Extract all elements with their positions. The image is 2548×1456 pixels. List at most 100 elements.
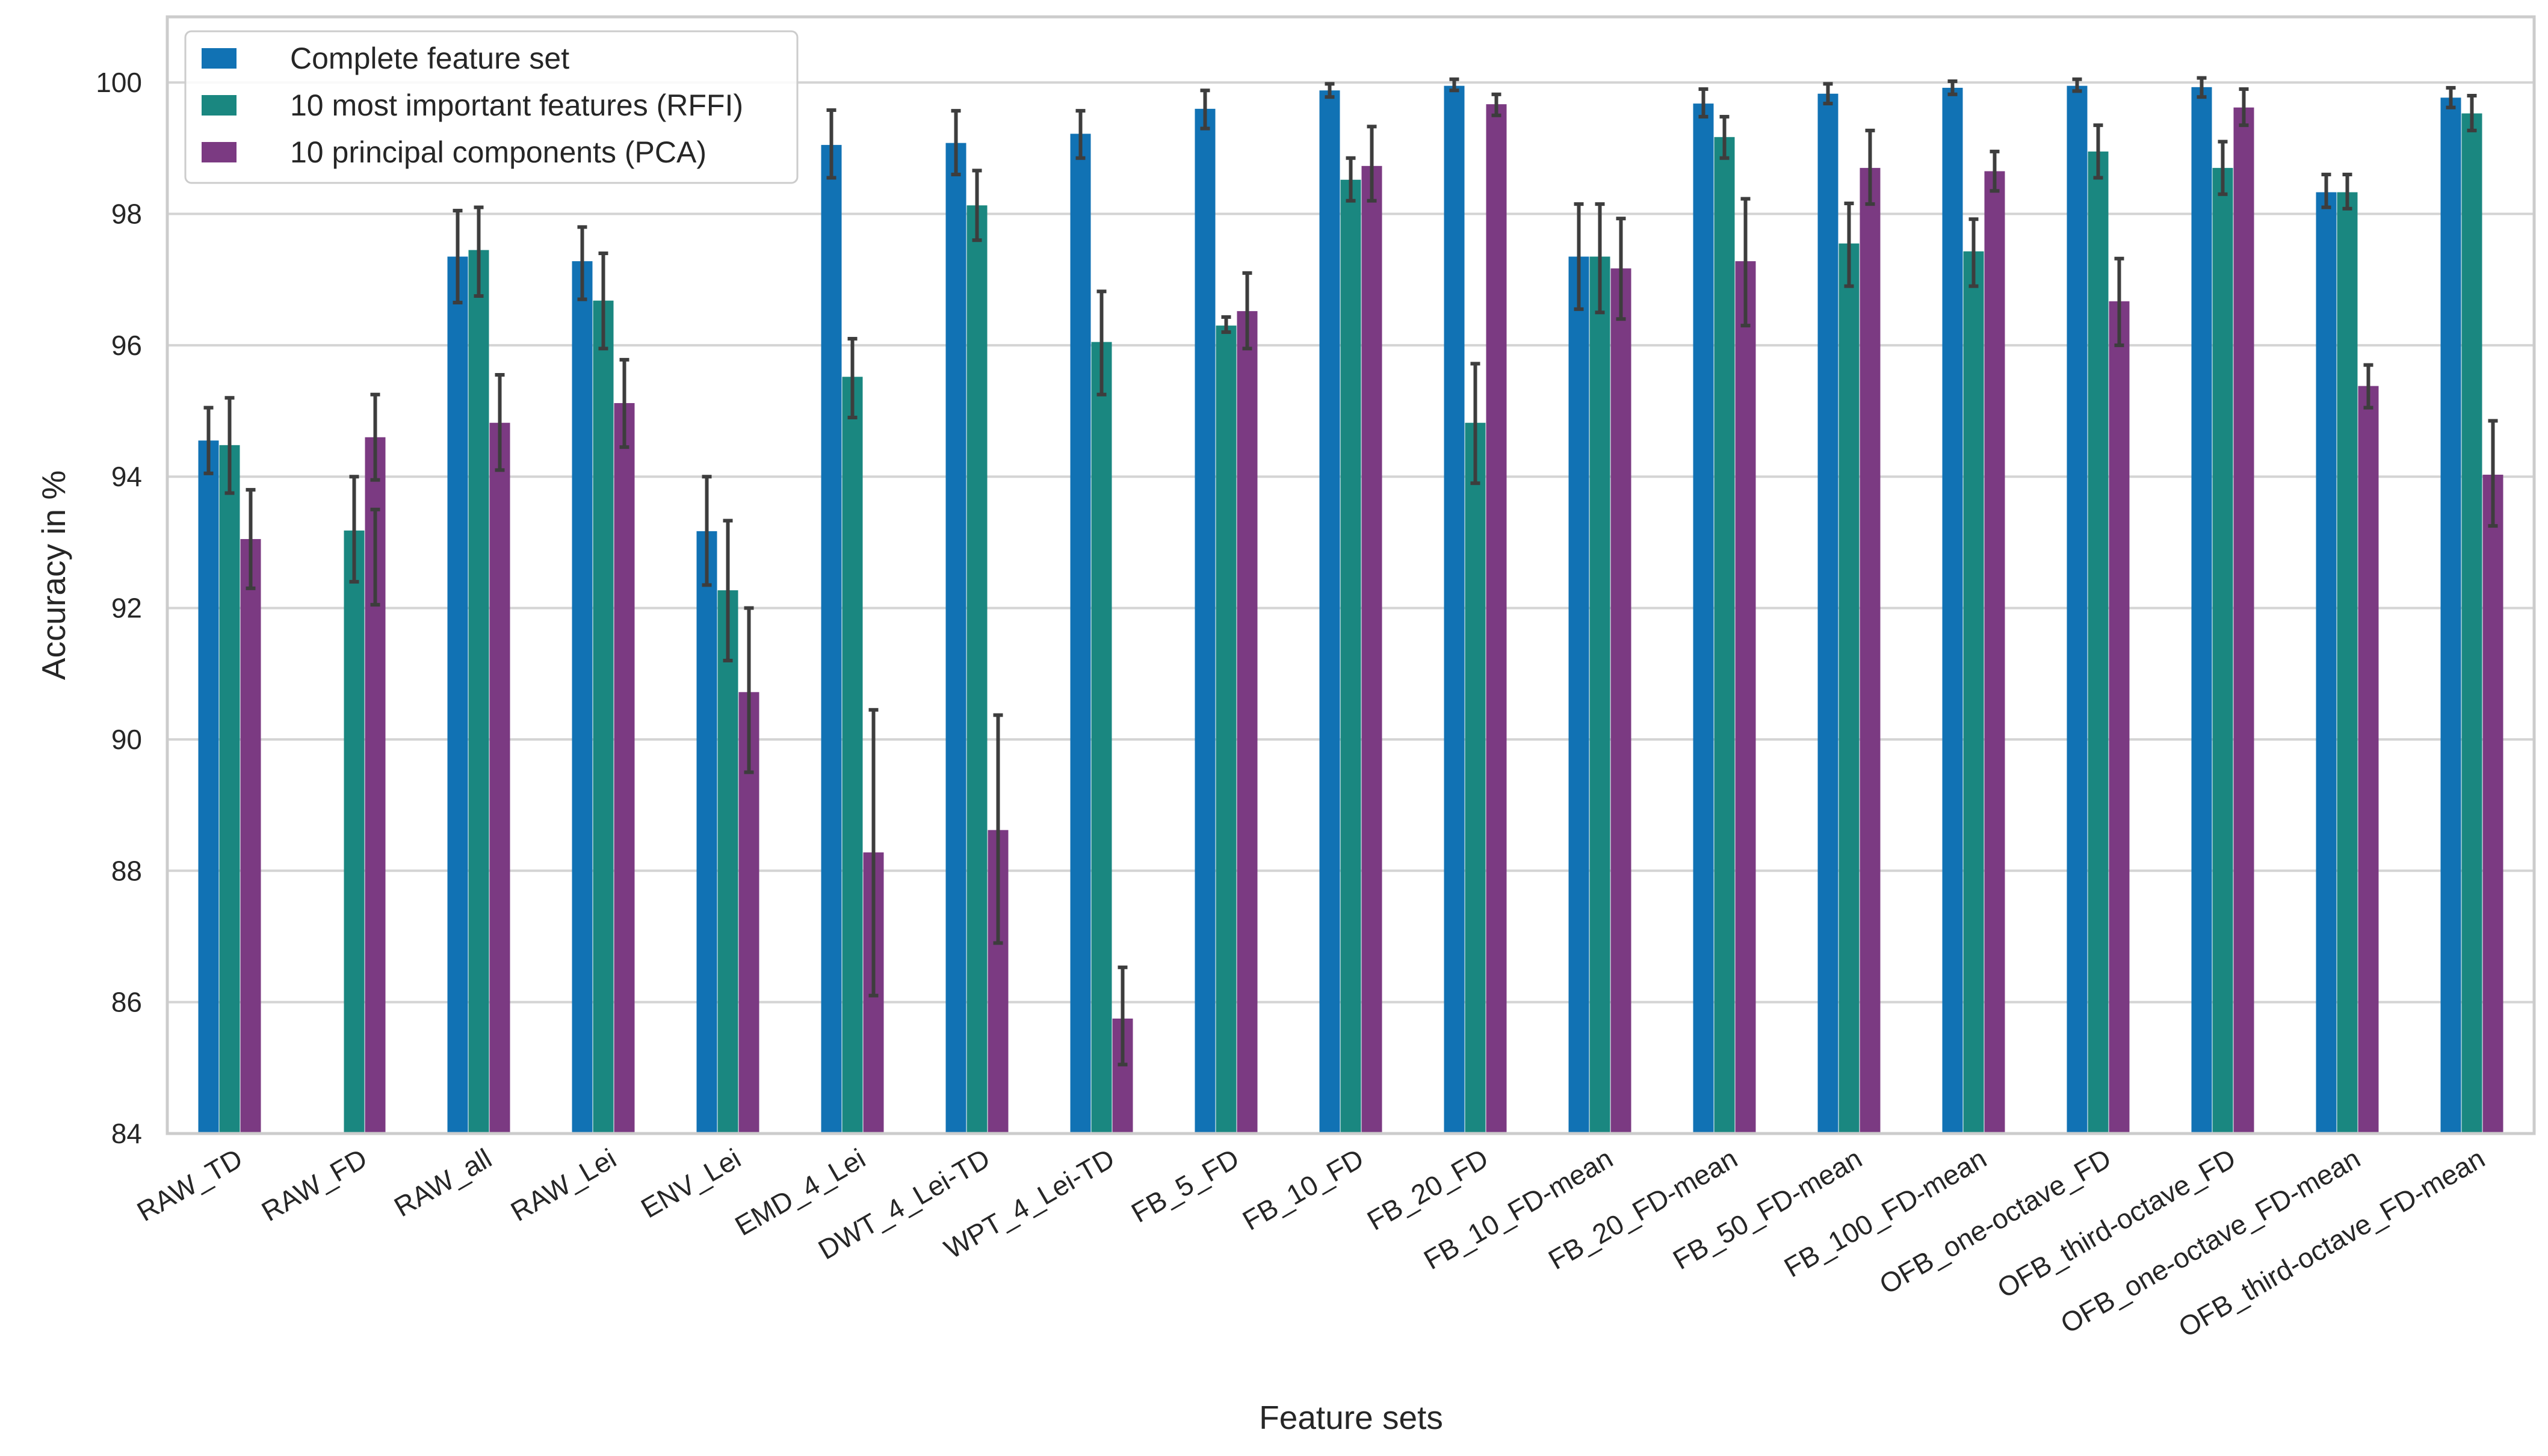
bar-s1-FB_20_FD — [1465, 422, 1486, 1134]
bar-s1-RAW_all — [468, 250, 489, 1134]
bar-s1-OFB_third-octave_FD — [2212, 168, 2233, 1134]
bar-s2-RAW_TD — [240, 538, 261, 1134]
errbar-s3-RAW_FD — [370, 392, 380, 482]
errbar-s2-FB_20_FD — [1491, 92, 1501, 117]
errbar-s2-OFB_third-octave_FD-mean — [2488, 419, 2498, 528]
errbar-s1-FB_20_FD-mean — [1719, 114, 1730, 160]
y-tick-label-96: 96 — [111, 330, 142, 361]
errbar-s2-OFB_third-octave_FD — [2239, 87, 2249, 128]
legend-label-rffi: 10 most important features (RFFI) — [290, 88, 743, 122]
bar-s1-FB_10_FD-mean — [1589, 256, 1610, 1134]
errbar-s1-OFB_one-octave_FD — [2093, 123, 2103, 180]
legend-swatch-pca — [202, 142, 237, 162]
errbar-s2-RAW_Lei — [619, 357, 629, 449]
errbar-s2-OFB_one-octave_FD — [2114, 256, 2124, 347]
bar-s2-RAW_Lei — [614, 403, 635, 1134]
errbar-s1-FB_20_FD — [1470, 362, 1480, 486]
bar-s0-OFB_third-octave_FD — [2191, 87, 2212, 1134]
bar-s0-RAW_TD — [198, 440, 219, 1134]
errbar-s0-FB_10_FD — [1325, 82, 1335, 99]
bar-s2-FB_50_FD-mean — [1860, 168, 1881, 1134]
errbar-s0-OFB_one-octave_FD-mean — [2321, 173, 2331, 209]
errbar-s0-RAW_TD — [203, 406, 214, 475]
y-tick-label-94: 94 — [111, 461, 142, 492]
errbar-s1-FB_10_FD-mean — [1595, 202, 1605, 315]
errbar-s0-FB_10_FD-mean — [1574, 202, 1584, 311]
bar-s1-DWT_4_Lei-TD — [966, 205, 988, 1134]
bar-s0-ENV_Lei — [696, 531, 717, 1134]
bar-s0-FB_100_FD-mean — [1942, 87, 1963, 1134]
bar-s0-FB_20_FD-mean — [1693, 103, 1714, 1134]
bar-s1-RAW_FD — [344, 530, 365, 1134]
bar-s0-RAW_all — [447, 256, 468, 1134]
bar-s1-FB_10_FD — [1340, 179, 1361, 1134]
errbar-s1-ENV_Lei — [723, 519, 733, 662]
errbar-s0-OFB_third-octave_FD-mean — [2446, 85, 2456, 110]
bar-s0-FB_5_FD — [1195, 108, 1216, 1134]
errbar-s0-EMD_4_Lei — [826, 108, 836, 180]
bar-s1-FB_50_FD-mean — [1838, 243, 1860, 1134]
errbar-s0-ENV_Lei — [702, 475, 712, 587]
errbar-s2-RAW_all — [495, 373, 505, 472]
bar-s0-DWT_4_Lei-TD — [945, 143, 966, 1134]
errbar-s1-DWT_4_Lei-TD — [972, 168, 982, 242]
x-axis-title: Feature sets — [1259, 1399, 1443, 1436]
y-axis-title: Accuracy in % — [35, 470, 72, 680]
errbar-s2-RAW_TD — [246, 488, 256, 590]
errbar-s0-OFB_third-octave_FD — [2197, 76, 2207, 99]
errbar-s2-EMD_4_Lei — [868, 708, 879, 998]
errbar-s0-FB_5_FD — [1200, 88, 1210, 131]
errbar-s2-DWT_4_Lei-TD — [993, 713, 1003, 945]
errbar-s2-FB_10_FD-mean — [1616, 217, 1626, 321]
bar-s2-OFB_third-octave_FD — [2233, 107, 2254, 1134]
errbar-s0-WPT_4_Lei-TD — [1075, 109, 1086, 160]
errbar-s2-RAW_FD — [370, 507, 380, 607]
bar-s0-WPT_4_Lei-TD — [1070, 134, 1091, 1134]
errbar-s1-OFB_third-octave_FD-mean — [2467, 94, 2477, 132]
errbar-s1-FB_100_FD-mean — [1968, 217, 1979, 288]
bar-s1-FB_20_FD-mean — [1714, 137, 1735, 1134]
bar-s2-OFB_one-octave_FD-mean — [2358, 386, 2379, 1134]
bar-s1-RAW_TD — [219, 445, 240, 1134]
bar-s2-FB_5_FD — [1237, 311, 1258, 1134]
y-tick-label-88: 88 — [111, 855, 142, 886]
bar-s1-WPT_4_Lei-TD — [1091, 342, 1112, 1134]
y-tick-label-92: 92 — [111, 593, 142, 624]
bar-s1-OFB_third-octave_FD-mean — [2461, 113, 2482, 1134]
errbar-s2-FB_20_FD-mean — [1740, 197, 1751, 328]
errbar-s0-RAW_all — [453, 209, 463, 304]
errbar-s2-WPT_4_Lei-TD — [1118, 965, 1128, 1067]
bar-s1-OFB_one-octave_FD — [2088, 151, 2109, 1134]
bar-s1-FB_5_FD — [1216, 325, 1237, 1134]
errbar-s1-RAW_FD — [349, 475, 359, 584]
bar-s0-OFB_one-octave_FD-mean — [2316, 192, 2337, 1134]
bar-s0-FB_20_FD — [1444, 85, 1465, 1134]
bar-s2-FB_10_FD-mean — [1610, 268, 1631, 1134]
bar-s0-FB_10_FD — [1319, 90, 1340, 1134]
legend-label-pca: 10 principal components (PCA) — [290, 135, 707, 169]
bar-s1-ENV_Lei — [717, 590, 738, 1134]
errbar-s2-FB_10_FD — [1367, 125, 1377, 203]
errbar-s2-ENV_Lei — [744, 606, 754, 774]
bar-s0-RAW_Lei — [572, 261, 593, 1134]
errbar-s0-FB_20_FD — [1449, 77, 1459, 93]
bar-s2-FB_100_FD-mean — [1984, 171, 2005, 1134]
bar-s2-OFB_one-octave_FD — [2109, 301, 2130, 1134]
errbar-s2-OFB_one-octave_FD-mean — [2363, 363, 2373, 410]
y-tick-label-86: 86 — [111, 987, 142, 1018]
bar-s1-FB_100_FD-mean — [1963, 251, 1984, 1134]
bar-s2-RAW_all — [489, 422, 510, 1134]
legend-swatch-rffi — [202, 95, 237, 116]
bar-series — [198, 85, 2503, 1134]
bar-s0-OFB_one-octave_FD — [2067, 85, 2088, 1134]
errbar-s0-FB_50_FD-mean — [1823, 82, 1833, 106]
bar-s2-FB_10_FD — [1361, 165, 1382, 1134]
bar-s0-OFB_third-octave_FD-mean — [2440, 97, 2461, 1134]
error-bars — [203, 76, 2498, 1067]
legend-swatch-complete — [202, 48, 237, 69]
errbar-s2-FB_5_FD — [1242, 271, 1252, 351]
errbar-s1-EMD_4_Lei — [847, 336, 858, 419]
y-axis-ticks: 84 86 88 90 92 94 96 98 100 — [96, 67, 142, 1149]
bar-s2-FB_20_FD — [1486, 104, 1507, 1134]
errbar-s0-RAW_Lei — [577, 225, 587, 301]
